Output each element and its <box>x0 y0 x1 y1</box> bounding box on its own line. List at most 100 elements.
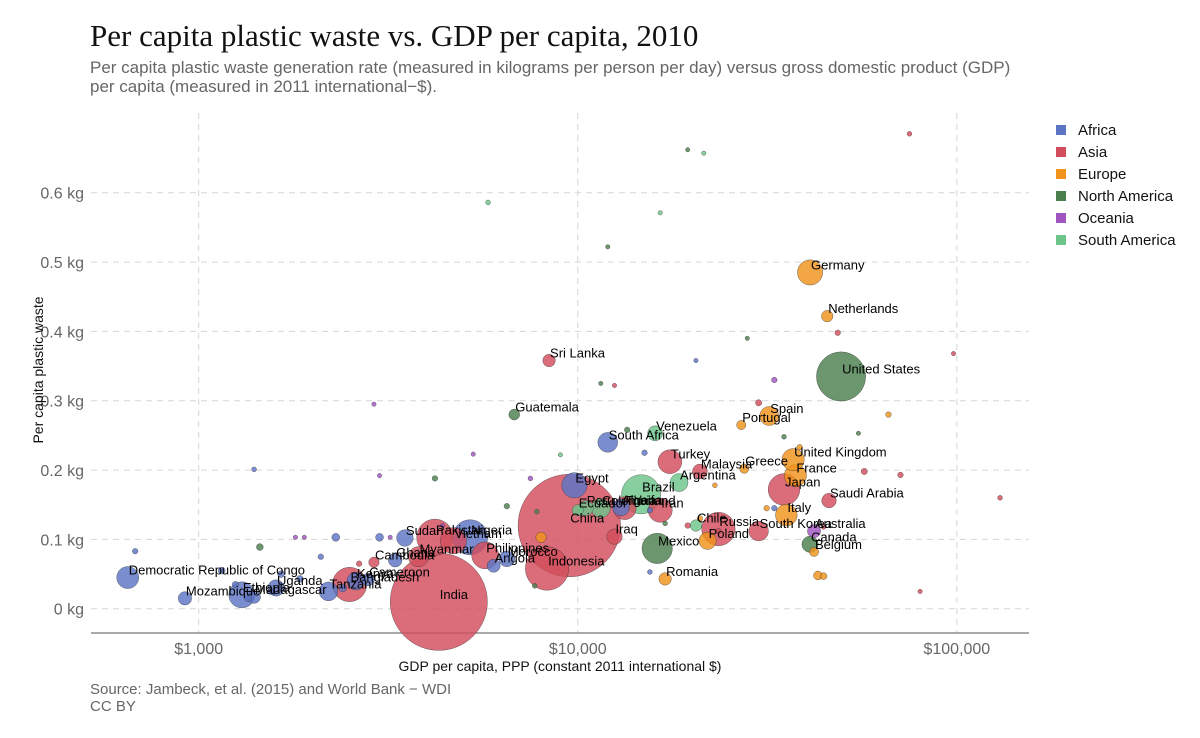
point <box>763 505 770 512</box>
point <box>744 335 750 341</box>
point <box>338 583 348 593</box>
point-united-kingdom <box>781 448 805 472</box>
legend-swatch-asia <box>1056 147 1066 157</box>
point-vietnam <box>440 527 467 555</box>
point <box>301 534 307 540</box>
label-japan: Japan <box>785 474 820 489</box>
chart-title: Per capita plastic waste vs. GDP per cap… <box>90 18 699 53</box>
point <box>684 522 691 529</box>
point <box>771 505 778 512</box>
point <box>527 475 534 482</box>
legend-swatch-south-america <box>1056 235 1066 245</box>
legend-item-africa: Africa <box>1056 119 1176 141</box>
point <box>693 358 699 363</box>
label-nigeria: Nigeria <box>471 522 513 537</box>
label-cameroon: Cameroon <box>369 565 430 580</box>
point-angola <box>486 558 501 573</box>
point <box>906 131 913 137</box>
point <box>712 482 718 488</box>
label-bangladesh: Bangladesh <box>351 569 420 584</box>
point <box>855 430 861 436</box>
label-mozambique: Mozambique <box>186 583 260 598</box>
legend-label-oceania: Oceania <box>1078 209 1134 227</box>
point-netherlands <box>821 310 834 323</box>
label-peru: Peru <box>587 493 614 508</box>
chart-subtitle: Per capita plastic waste generation rate… <box>90 58 1011 96</box>
point-mozambique <box>177 591 192 606</box>
point-south-africa <box>597 432 618 453</box>
label-china: China <box>570 511 605 526</box>
point <box>885 411 892 418</box>
label-myanmar: Myanmar <box>419 542 474 557</box>
point <box>860 468 868 475</box>
label-iran: Iran <box>661 495 683 510</box>
legend-item-south-america: South America <box>1056 229 1176 251</box>
point-argentina <box>669 473 689 492</box>
legend-label-asia: Asia <box>1078 143 1108 161</box>
point-egypt <box>561 472 588 499</box>
legend-item-oceania: Oceania <box>1056 207 1176 229</box>
point <box>251 466 257 473</box>
label-kenya: Kenya <box>357 566 395 581</box>
label-united-kingdom: United Kingdom <box>794 445 887 460</box>
legend-item-europe: Europe <box>1056 163 1176 185</box>
label-india: India <box>440 587 469 602</box>
point-myanmar <box>408 546 429 568</box>
point <box>375 533 384 542</box>
point <box>292 534 298 540</box>
label-colombia: Colombia <box>602 493 658 508</box>
label-uganda: Uganda <box>277 573 323 588</box>
y-tick-label: 0.5 kg <box>40 255 84 272</box>
label-romania: Romania <box>666 564 719 579</box>
x-tick-label: $1,000 <box>174 641 223 658</box>
point-indonesia <box>525 546 570 591</box>
point <box>647 569 653 575</box>
point <box>755 399 763 407</box>
label-saudi-arabia: Saudi Arabia <box>830 486 904 501</box>
legend-swatch-europe <box>1056 169 1066 179</box>
label-russia: Russia <box>719 514 760 529</box>
point-portugal <box>736 420 747 430</box>
label-morocco: Morocco <box>508 544 558 559</box>
point-italy <box>775 504 798 527</box>
point <box>317 553 324 560</box>
y-tick-label: 0.6 kg <box>40 186 84 203</box>
legend: Africa Asia Europe North America Oceania… <box>1056 119 1176 251</box>
y-axis-label: Per capita plastic waste <box>30 296 46 443</box>
point <box>256 543 264 551</box>
legend-label-africa: Africa <box>1078 121 1117 139</box>
point <box>440 523 446 528</box>
y-tick-label: 0.2 kg <box>40 463 84 480</box>
point-morocco <box>498 550 516 567</box>
point-poland <box>698 531 717 550</box>
x-axis-ticks: $1,000 $10,000 $100,000 <box>174 641 990 658</box>
label-italy: Italy <box>787 500 811 515</box>
point <box>715 528 722 535</box>
label-cambodia: Cambodia <box>375 547 435 562</box>
label-guatemala: Guatemala <box>515 400 579 415</box>
label-chile: Chile <box>697 511 727 526</box>
point <box>296 575 304 583</box>
point <box>387 534 393 540</box>
x-tick-label: $100,000 <box>923 641 990 658</box>
point-ghana <box>388 553 403 568</box>
point <box>132 548 139 555</box>
point-guatemala <box>508 408 520 421</box>
point <box>232 581 239 588</box>
y-axis-ticks: 0 kg 0.1 kg 0.2 kg 0.3 kg 0.4 kg 0.5 kg 0.6 kg <box>40 186 84 619</box>
point <box>244 594 252 603</box>
point-turkey <box>657 449 683 474</box>
y-tick-label: 0.4 kg <box>40 324 84 341</box>
legend-swatch-africa <box>1056 125 1066 135</box>
point <box>696 515 703 522</box>
x-tick-label: $10,000 <box>549 641 607 658</box>
label-malaysia: Malaysia <box>701 456 753 471</box>
point <box>612 383 617 388</box>
point-australia <box>807 524 821 538</box>
label-poland: Poland <box>709 526 749 541</box>
label-indonesia: Indonesia <box>548 554 605 569</box>
point-democratic-republic-of-congo <box>116 566 140 589</box>
label-south-africa: South Africa <box>609 427 680 442</box>
label-ethiopia: Ethiopia <box>243 580 291 595</box>
